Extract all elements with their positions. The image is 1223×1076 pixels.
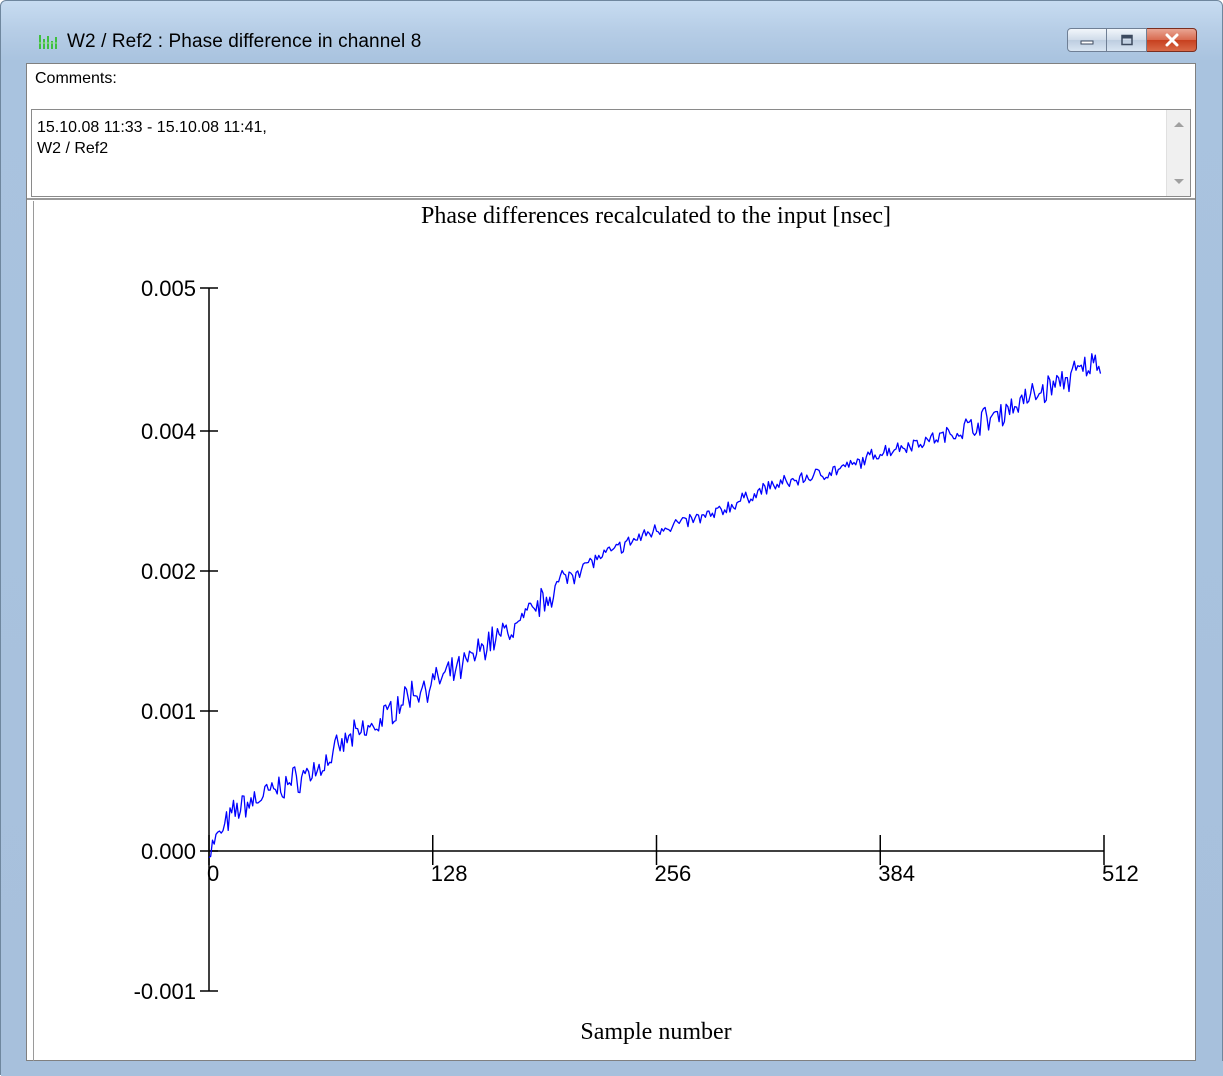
chart-ticks: 0.005 0.004 0.002 0.001 0.000 -0.001 0 128 256 38… (134, 276, 1139, 1004)
client-area: Comments: 15.10.08 11:33 - 15.10.08 11:4… (26, 63, 1196, 1061)
comments-label: Comments: (35, 70, 117, 87)
x-tick-label: 256 (655, 861, 692, 886)
window-bottom-border (1, 1061, 1223, 1076)
title-bar[interactable]: W2 / Ref2 : Phase difference in channel … (1, 1, 1222, 63)
y-tick-label: -0.001 (134, 979, 196, 1004)
y-tick-label: 0.000 (141, 839, 196, 864)
comments-line-2: W2 / Ref2 (37, 140, 109, 157)
comments-scrollbar[interactable] (1166, 110, 1190, 196)
y-tick-label: 0.001 (141, 699, 196, 724)
maximize-button[interactable] (1107, 28, 1147, 52)
comments-line-1: 15.10.08 11:33 - 15.10.08 11:41, (37, 119, 267, 136)
y-tick-label: 0.005 (141, 276, 196, 301)
close-button[interactable] (1147, 28, 1197, 52)
phase-difference-chart: Phase differences recalculated to the in… (134, 203, 1139, 1045)
series-line (208, 353, 1102, 859)
x-tick-label: 0 (207, 861, 219, 886)
maximize-icon (1120, 34, 1133, 46)
comments-textbox[interactable]: 15.10.08 11:33 - 15.10.08 11:41, W2 / Re… (31, 109, 1191, 197)
chart-title: Phase differences recalculated to the in… (421, 203, 891, 229)
caption-buttons (1067, 28, 1197, 52)
x-tick-label: 384 (878, 861, 915, 886)
plot-area: Phase differences recalculated to the in… (33, 201, 1188, 1061)
window-title: W2 / Ref2 : Phase difference in channel … (67, 31, 422, 52)
minimize-icon (1080, 40, 1094, 45)
x-tick-label: 128 (431, 861, 468, 886)
comments-text: 15.10.08 11:33 - 15.10.08 11:41, W2 / Re… (37, 117, 267, 159)
minimize-button[interactable] (1067, 28, 1107, 52)
y-tick-label: 0.002 (141, 559, 196, 584)
scroll-up-icon[interactable] (1174, 122, 1184, 127)
x-tick-label: 512 (1102, 861, 1139, 886)
splitter[interactable] (27, 198, 1195, 200)
y-tick-label: 0.004 (141, 419, 196, 444)
x-axis-label: Sample number (580, 1019, 731, 1045)
scroll-down-icon[interactable] (1174, 179, 1184, 184)
chart-app-icon (39, 35, 57, 49)
close-icon (1165, 33, 1178, 47)
